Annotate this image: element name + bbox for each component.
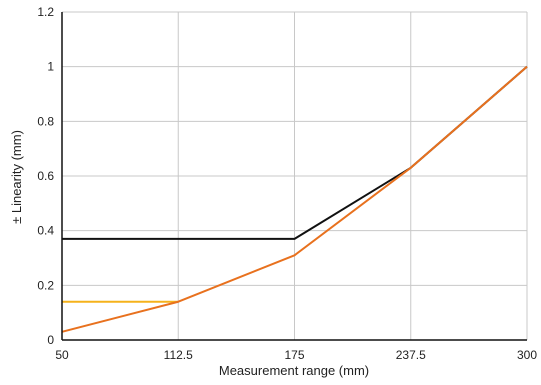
- y-tick-labels: 0 0.2 0.4 0.6 0.8 1 1.2: [37, 5, 54, 347]
- grid-lines: [61, 11, 528, 341]
- y-tick-label-2: 0.4: [37, 224, 54, 238]
- y-tick-label-5: 1: [47, 60, 54, 74]
- y-tick-label-3: 0.6: [37, 169, 54, 183]
- x-tick-label-2: 175: [284, 348, 304, 362]
- series-line-2: [61, 65, 528, 333]
- y-axis-label: ± Linearity (mm): [9, 130, 24, 224]
- plot-frame: [61, 12, 527, 341]
- x-axis-label: Measurement range (mm): [219, 363, 369, 378]
- x-tick-label-1: 112.5: [164, 348, 193, 362]
- x-tick-label-3: 237.5: [396, 348, 426, 362]
- y-tick-label-1: 0.2: [37, 278, 54, 292]
- x-tick-labels: 50 112.5 175 237.5 300: [55, 348, 537, 362]
- x-tick-label-0: 50: [55, 348, 69, 362]
- y-tick-label-0: 0: [47, 333, 54, 347]
- x-tick-label-4: 300: [517, 348, 537, 362]
- series-lines: [61, 65, 528, 333]
- y-tick-label-4: 0.8: [37, 114, 54, 128]
- y-tick-label-6: 1.2: [37, 5, 54, 19]
